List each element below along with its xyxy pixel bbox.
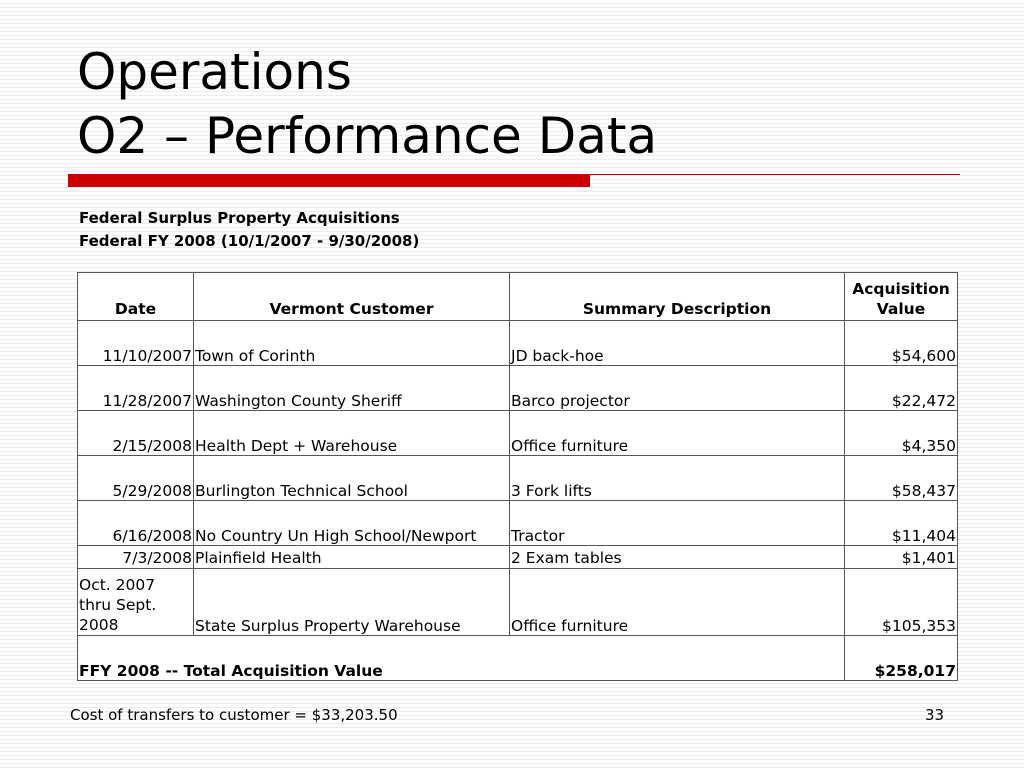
title-divider-line bbox=[68, 174, 960, 175]
cell-description: Office furniture bbox=[509, 410, 845, 456]
table-row: 11/10/2007 Town of Corinth JD back-hoe $… bbox=[77, 320, 958, 366]
cell-date: 11/28/2007 bbox=[77, 365, 194, 411]
cell-value: $22,472 bbox=[844, 365, 958, 411]
cell-value: $11,404 bbox=[844, 500, 958, 546]
table-row: 7/3/2008 Plainfield Health 2 Exam tables… bbox=[77, 545, 958, 569]
cell-description: 3 Fork lifts bbox=[509, 455, 845, 501]
cell-value: $58,437 bbox=[844, 455, 958, 501]
cell-date: 11/10/2007 bbox=[77, 320, 194, 366]
cell-date: 6/16/2008 bbox=[77, 500, 194, 546]
slide-title: Operations O2 – Performance Data bbox=[77, 40, 657, 168]
cell-description: JD back-hoe bbox=[509, 320, 845, 366]
header-date: Date bbox=[77, 272, 194, 321]
cell-customer: Plainfield Health bbox=[193, 545, 510, 569]
cell-date: 7/3/2008 bbox=[77, 545, 194, 569]
acquisitions-table: Date Vermont Customer Summary Descriptio… bbox=[77, 272, 958, 681]
title-line-2: O2 – Performance Data bbox=[77, 107, 658, 165]
cell-date: Oct. 2007 thru Sept. 2008 bbox=[77, 568, 194, 636]
header-value-line-1: Acquisition bbox=[852, 280, 950, 298]
cell-description: 2 Exam tables bbox=[509, 545, 845, 569]
table-subheading: Federal Surplus Property Acquisitions Fe… bbox=[79, 207, 419, 253]
cell-date: 5/29/2008 bbox=[77, 455, 194, 501]
table-row: 11/28/2007 Washington County Sheriff Bar… bbox=[77, 365, 958, 411]
header-customer: Vermont Customer bbox=[193, 272, 510, 321]
title-line-1: Operations bbox=[77, 43, 352, 101]
table-row: 6/16/2008 No Country Un High School/Newp… bbox=[77, 500, 958, 546]
table-header-row: Date Vermont Customer Summary Descriptio… bbox=[77, 272, 958, 321]
header-description: Summary Description bbox=[509, 272, 845, 321]
cell-date: 2/15/2008 bbox=[77, 410, 194, 456]
title-divider-bar bbox=[68, 175, 590, 187]
cell-value: $1,401 bbox=[844, 545, 958, 569]
total-label: FFY 2008 -- Total Acquisition Value bbox=[77, 635, 845, 681]
header-value: Acquisition Value bbox=[844, 272, 958, 321]
cell-customer: Town of Corinth bbox=[193, 320, 510, 366]
cell-customer: Washington County Sheriff bbox=[193, 365, 510, 411]
cell-description: Barco projector bbox=[509, 365, 845, 411]
cell-customer: No Country Un High School/Newport bbox=[193, 500, 510, 546]
cell-value: $105,353 bbox=[844, 568, 958, 636]
subheading-line-1: Federal Surplus Property Acquisitions bbox=[79, 209, 400, 227]
cell-customer: Burlington Technical School bbox=[193, 455, 510, 501]
table-row: 5/29/2008 Burlington Technical School 3 … bbox=[77, 455, 958, 501]
transfer-cost-note: Cost of transfers to customer = $33,203.… bbox=[70, 706, 398, 724]
table-row: 2/15/2008 Health Dept + Warehouse Office… bbox=[77, 410, 958, 456]
header-value-line-2: Value bbox=[876, 300, 926, 318]
subheading-line-2: Federal FY 2008 (10/1/2007 - 9/30/2008) bbox=[79, 232, 420, 250]
total-value: $258,017 bbox=[844, 635, 958, 681]
total-row: FFY 2008 -- Total Acquisition Value $258… bbox=[77, 635, 958, 681]
table-row: Oct. 2007 thru Sept. 2008 State Surplus … bbox=[77, 568, 958, 636]
cell-customer: Health Dept + Warehouse bbox=[193, 410, 510, 456]
cell-value: $4,350 bbox=[844, 410, 958, 456]
cell-value: $54,600 bbox=[844, 320, 958, 366]
page-number: 33 bbox=[925, 706, 945, 724]
cell-description: Office furniture bbox=[509, 568, 845, 636]
cell-customer: State Surplus Property Warehouse bbox=[193, 568, 510, 636]
cell-description: Tractor bbox=[509, 500, 845, 546]
